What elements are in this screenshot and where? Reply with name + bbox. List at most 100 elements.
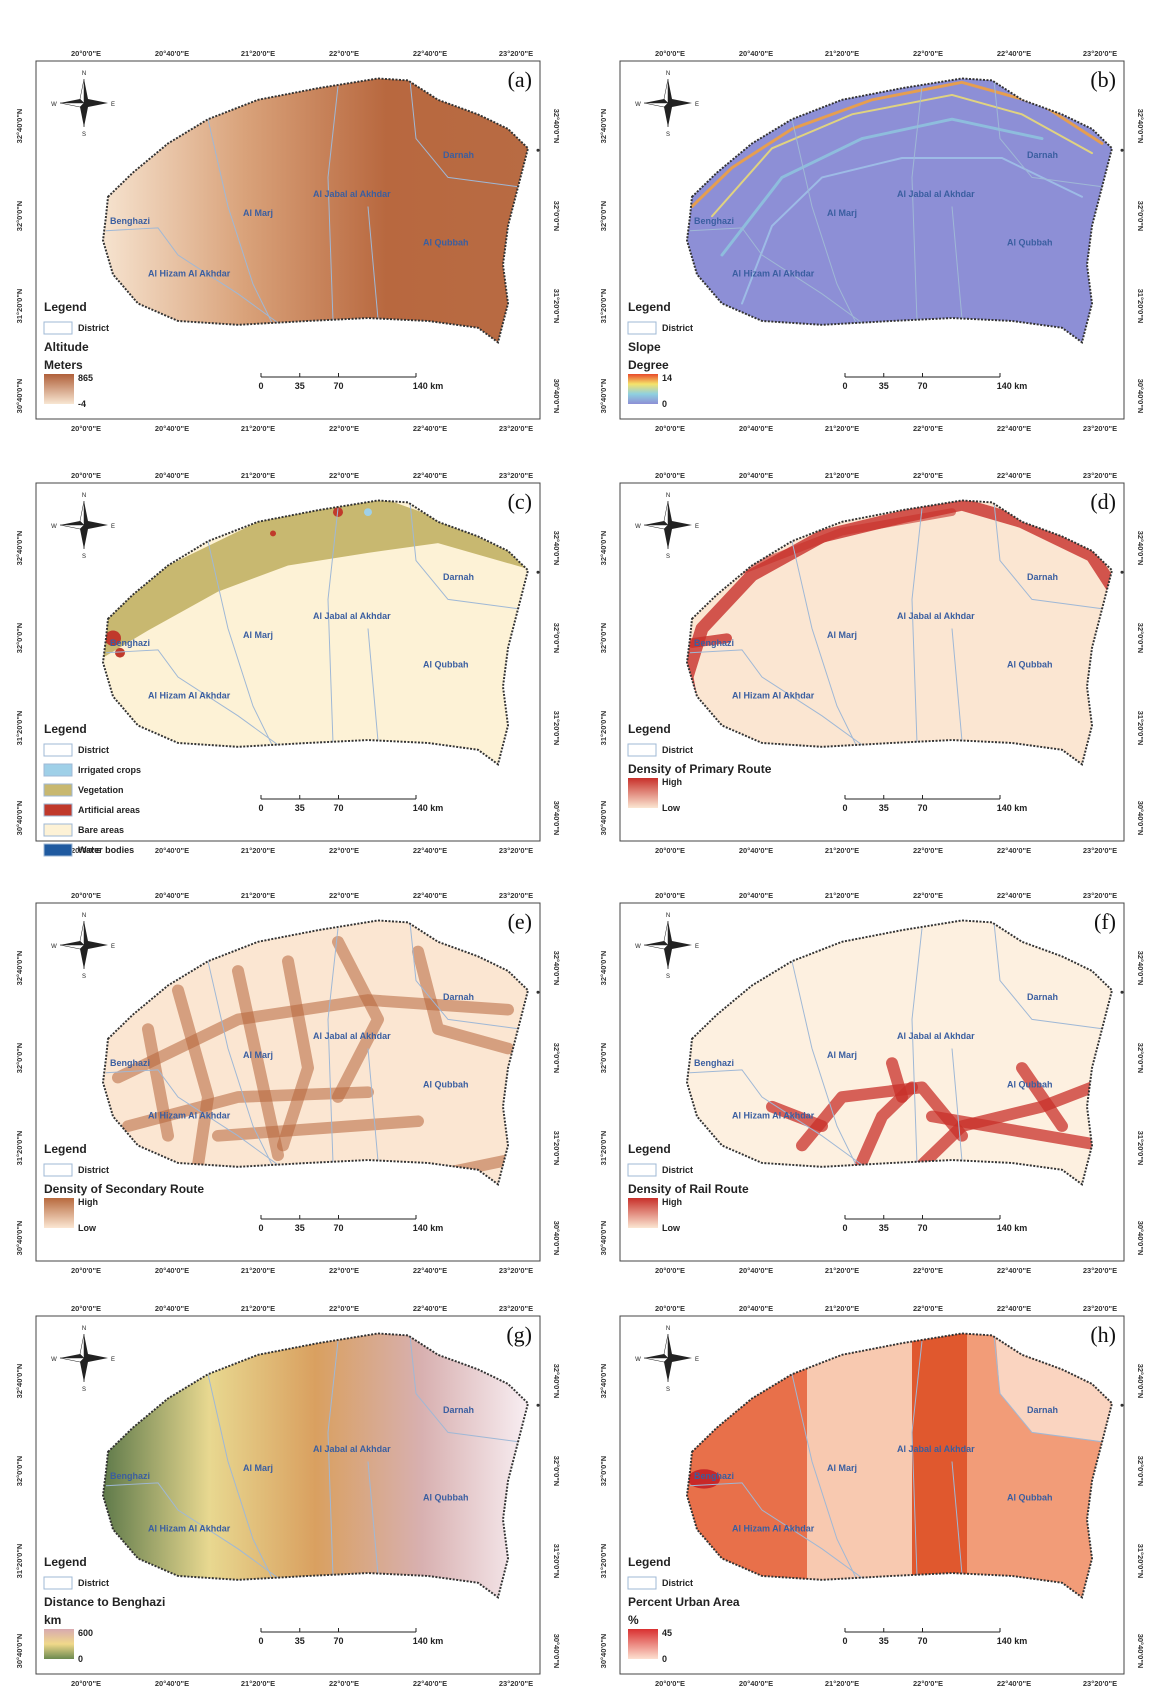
district-name: Al Hizam Al Akhdar <box>732 1110 815 1120</box>
legend-item: Water bodies <box>78 845 134 855</box>
lon-label: 21°20'0"E <box>825 49 859 58</box>
layer-unit: Degree <box>628 358 669 372</box>
district-name: Darnah <box>1027 150 1058 160</box>
figure: 20°0'0"E 20°0'0"E 20°40'0"E 20°40'0"E 21°20'… <box>0 0 1161 1691</box>
legend-item: District <box>78 745 109 755</box>
lat-label: 32°0'0"N <box>1136 1043 1145 1073</box>
irrigated <box>364 508 372 516</box>
layer-title: Altitude <box>44 340 89 354</box>
compass-letter: S <box>666 554 670 560</box>
lon-label: 22°0'0"E <box>913 1266 943 1275</box>
district-name: Darnah <box>443 572 474 582</box>
panel-label: (a) <box>508 67 532 92</box>
lat-label: 32°0'0"N <box>1136 201 1145 231</box>
lat-label: 32°40'0"N <box>15 531 24 566</box>
district-name: Al Jabal al Akhdar <box>897 1444 975 1454</box>
district-name: Al Qubbah <box>423 237 468 247</box>
lon-label: 20°0'0"E <box>655 891 685 900</box>
lat-label: 32°0'0"N <box>552 201 561 231</box>
layer-unit: km <box>44 1613 61 1627</box>
district-name: Al Hizam Al Akhdar <box>148 1523 231 1533</box>
scale-label: 70 <box>917 803 927 813</box>
lat-label: 32°40'0"N <box>1136 109 1145 144</box>
district-name: Darnah <box>443 992 474 1002</box>
lat-label: 32°40'0"N <box>599 951 608 986</box>
lat-label: 31°20'0"N <box>15 711 24 746</box>
lat-label: 31°20'0"N <box>15 1544 24 1579</box>
lon-label: 21°20'0"E <box>241 891 275 900</box>
district-name: Al Qubbah <box>1007 1079 1052 1089</box>
lon-label: 21°20'0"E <box>241 846 275 855</box>
legend-item: District <box>78 1165 109 1175</box>
lat-label: 31°20'0"N <box>1136 289 1145 324</box>
map-panel: 20°0'0"E20°0'0"E20°40'0"E20°40'0"E21°20'… <box>599 471 1145 855</box>
compass-letter: N <box>666 913 670 919</box>
lat-label: 32°40'0"N <box>15 1364 24 1399</box>
district-name: Benghazi <box>694 1058 734 1068</box>
lat-label: 31°20'0"N <box>15 1131 24 1166</box>
legend-min: -4 <box>78 399 86 409</box>
compass-letter: N <box>666 493 670 499</box>
scale-label: 140 km <box>413 1636 444 1646</box>
scale-label: 35 <box>295 803 305 813</box>
lon-label: 22°40'0"E <box>413 471 447 480</box>
district-name: Benghazi <box>694 638 734 648</box>
lat-label: 30°40'0"N <box>552 1221 561 1256</box>
lat-label: 30°40'0"N <box>552 801 561 836</box>
district-name: Al Jabal al Akhdar <box>897 189 975 199</box>
district-name: Al Jabal al Akhdar <box>897 611 975 621</box>
lat-label: 32°40'0"N <box>15 951 24 986</box>
lat-label: 32°40'0"N <box>15 109 24 144</box>
lon-label: 22°0'0"E <box>329 49 359 58</box>
legend-item: Bare areas <box>78 825 124 835</box>
lon-label: 23°20'0"E <box>1083 1304 1117 1313</box>
district-name: Al Qubbah <box>423 1492 468 1502</box>
scale-label: 70 <box>333 1636 343 1646</box>
district-name: Al Hizam Al Akhdar <box>732 268 815 278</box>
lon-label: 22°40'0"E <box>413 1679 447 1688</box>
lat-label: 32°0'0"N <box>599 1043 608 1073</box>
compass-letter: N <box>82 1326 86 1332</box>
lat-label: 32°40'0"N <box>552 1364 561 1399</box>
legend-item: District <box>662 745 693 755</box>
legend-item: District <box>662 323 693 333</box>
compass-letter: E <box>695 1357 699 1363</box>
legend-item: Artificial areas <box>78 805 140 815</box>
compass-letter: S <box>82 554 86 560</box>
lon-label: 21°20'0"E <box>825 891 859 900</box>
district-name: Al Marj <box>827 1050 857 1060</box>
lat-label: 32°40'0"N <box>599 1364 608 1399</box>
legend-item: District <box>78 323 109 333</box>
lon-label: 20°40'0"E <box>155 846 189 855</box>
lat-label: 32°0'0"N <box>1136 1456 1145 1486</box>
lat-label: 32°0'0"N <box>15 1456 24 1486</box>
lon-label: 21°20'0"E <box>241 471 275 480</box>
lon-label: 21°20'0"E <box>241 1266 275 1275</box>
lon-label: 22°40'0"E <box>997 891 1031 900</box>
scale-label: 70 <box>917 1636 927 1646</box>
lon-label: 20°0'0"E <box>71 1304 101 1313</box>
district-name: Benghazi <box>694 1471 734 1481</box>
scale-label: 140 km <box>997 1223 1028 1233</box>
lat-label: 30°40'0"N <box>552 1634 561 1669</box>
lat-label: 32°40'0"N <box>599 531 608 566</box>
legend-ramp <box>44 374 74 404</box>
legend-swatch <box>628 322 656 334</box>
panel-label: (c) <box>508 489 532 514</box>
compass-letter: S <box>666 1387 670 1393</box>
lon-label: 20°40'0"E <box>155 471 189 480</box>
lon-label: 22°40'0"E <box>997 424 1031 433</box>
island <box>1121 1404 1124 1407</box>
lon-label: 23°20'0"E <box>499 49 533 58</box>
lat-label: 32°40'0"N <box>599 109 608 144</box>
district-name: Al Hizam Al Akhdar <box>148 1110 231 1120</box>
lat-label: 32°40'0"N <box>1136 951 1145 986</box>
island <box>537 149 540 152</box>
lat-label: 31°20'0"N <box>1136 711 1145 746</box>
compass-letter: N <box>82 913 86 919</box>
page: 20°0'0"E 20°0'0"E 20°40'0"E 20°40'0"E 21°20'… <box>0 0 1161 1696</box>
legend-ramp <box>628 1198 658 1228</box>
lat-label: 32°0'0"N <box>15 201 24 231</box>
lat-label: 32°40'0"N <box>552 531 561 566</box>
scale-label: 140 km <box>413 381 444 391</box>
